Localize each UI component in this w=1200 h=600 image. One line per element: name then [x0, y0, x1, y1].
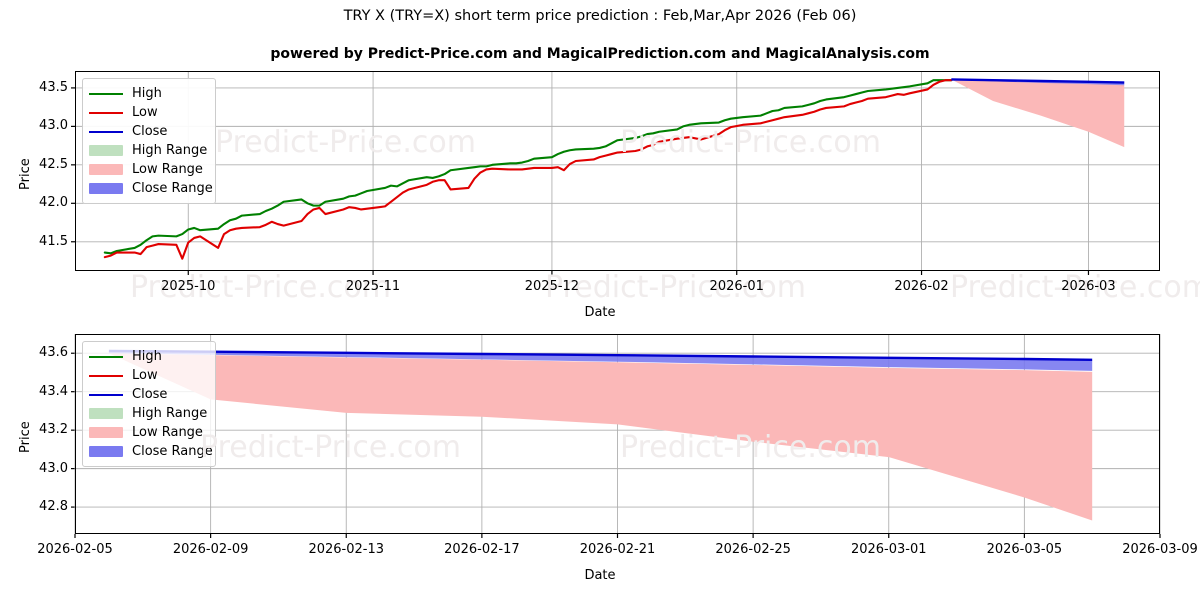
legend-label: Low Range [132, 425, 203, 440]
legend-label: Close Range [132, 181, 213, 196]
top-x-tick-label: 2025-11 [345, 279, 401, 294]
bottom-x-axis-label: Date [584, 568, 616, 583]
legend-label: Close Range [132, 444, 213, 459]
legend-item: High Range [89, 404, 207, 423]
legend-patch-swatch-close-range [89, 183, 123, 194]
legend-item: Close [89, 122, 207, 141]
bottom-x-tick-label: 2026-02-09 [172, 542, 249, 557]
legend-item: Low [89, 103, 207, 122]
bottom-x-tick-label: 2026-02-17 [444, 542, 520, 557]
top-chart-canvas [71, 71, 1160, 275]
bottom-low-range-band [108, 353, 1093, 521]
legend-label: Low Range [132, 162, 203, 177]
bottom-x-tick-label: 2026-03-01 [850, 542, 927, 557]
bottom-chart-canvas [71, 334, 1161, 538]
legend-patch-swatch-close-range [89, 446, 123, 457]
legend-item: Low Range [89, 423, 207, 442]
legend-label: Low [132, 105, 158, 120]
top-x-tick-label: 2026-02 [894, 279, 949, 294]
page-subtitle: powered by Predict-Price.com and Magical… [270, 46, 930, 62]
top-y-tick-label: 42.0 [39, 195, 68, 211]
top-series-high [103, 79, 953, 255]
legend-line-swatch-high [89, 355, 123, 358]
legend-label: Close [132, 387, 168, 402]
bottom-y-tick-label: 42.8 [39, 499, 68, 515]
top-y-tick-label: 41.5 [39, 233, 68, 249]
top-plot-frame [75, 71, 1160, 271]
legend-patch-swatch-high-range [89, 408, 123, 419]
legend-patch-swatch-low-range [89, 427, 123, 438]
top-x-axis-label: Date [584, 305, 616, 320]
top-chart-panel: Price Date High Low Close High Range Low Ran… [18, 71, 1200, 320]
top-y-tick-label: 43.0 [39, 118, 68, 134]
legend-item: High [89, 84, 207, 103]
bottom-x-tick-label: 2026-02-25 [715, 542, 791, 557]
bottom-chart-legend: High Low Close High Range Low Range Close Ran… [82, 341, 216, 467]
top-series-low [103, 79, 953, 260]
legend-line-swatch-high [89, 92, 123, 95]
legend-item: Close Range [89, 179, 213, 198]
legend-item: Low [89, 366, 207, 385]
legend-line-swatch-low [89, 374, 123, 377]
legend-line-swatch-low [89, 111, 123, 114]
legend-label: Close [132, 124, 168, 139]
top-y-tick-label: 43.5 [39, 79, 68, 95]
legend-item: High [89, 347, 207, 366]
legend-item: Close [89, 385, 207, 404]
bottom-x-tick-label: 2026-02-21 [579, 542, 656, 557]
top-x-tick-label: 2025-12 [524, 279, 580, 294]
bottom-x-tick-label: 2026-03-05 [986, 542, 1063, 557]
top-x-tick-label: 2026-03 [1061, 279, 1116, 294]
bottom-plot-frame [75, 334, 1160, 534]
legend-item: Low Range [89, 160, 207, 179]
legend-item: High Range [89, 141, 207, 160]
bottom-y-tick-label: 43.2 [39, 422, 68, 438]
bottom-y-tick-label: 43.6 [39, 345, 68, 361]
bottom-chart-panel: Price Date High Low Close High Range Low Ran… [0, 320, 1200, 600]
legend-label: High [132, 349, 162, 364]
legend-line-swatch-close [89, 130, 123, 133]
top-y-tick-label: 42.5 [39, 156, 68, 172]
bottom-x-tick-label: 2026-02-05 [37, 542, 113, 557]
legend-line-swatch-close [89, 393, 123, 396]
top-series-close [951, 78, 1125, 84]
legend-label: Low [132, 368, 158, 383]
legend-item: Close Range [89, 442, 213, 461]
legend-label: High Range [132, 406, 208, 421]
top-x-tick-label: 2026-01 [709, 279, 764, 294]
bottom-y-tick-label: 43.0 [39, 460, 68, 476]
legend-patch-swatch-low-range [89, 164, 123, 175]
legend-patch-swatch-high-range [89, 145, 123, 156]
legend-label: High [132, 86, 162, 101]
bottom-series-close [108, 349, 1093, 361]
bottom-close-range-band [108, 350, 1093, 371]
bottom-x-tick-label: 2026-02-13 [308, 542, 385, 557]
bottom-y-tick-label: 43.4 [39, 383, 68, 399]
top-x-tick-label: 2025-10 [161, 279, 216, 294]
page-title: TRY X (TRY=X) short term price predictio… [343, 8, 857, 24]
top-low-range-band [951, 79, 1125, 148]
top-chart-legend: High Low Close High Range Low Range Close Ran… [82, 78, 216, 204]
bottom-x-tick-label: 2026-03-09 [1122, 542, 1198, 557]
legend-label: High Range [132, 143, 208, 158]
